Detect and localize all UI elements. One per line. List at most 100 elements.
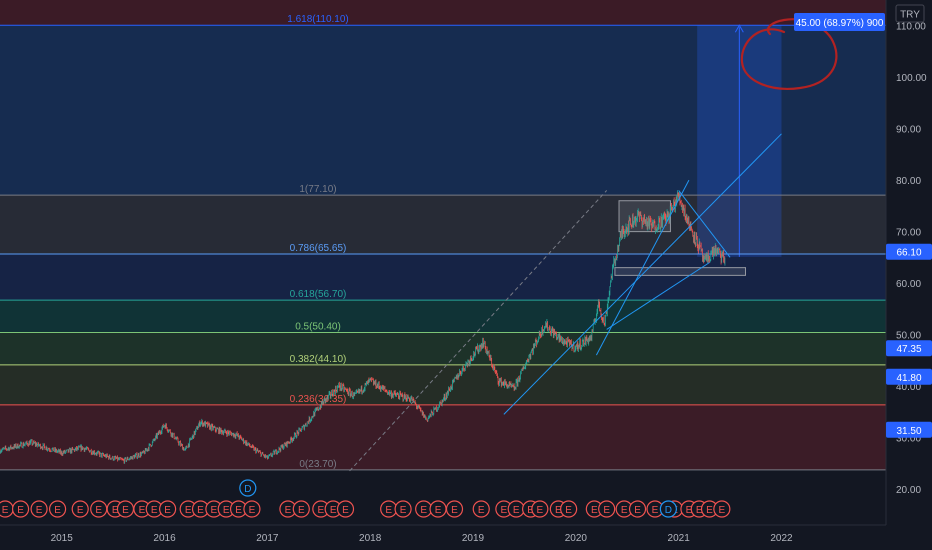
price-tag-label: 47.35: [896, 344, 921, 355]
currency-badge[interactable]: TRY: [895, 4, 925, 23]
currency-badge-box: [895, 4, 925, 23]
earnings-marker-label: E: [451, 505, 458, 516]
fib-zone: [0, 364, 886, 405]
earnings-marker[interactable]: [11, 500, 30, 518]
price-tag-label: 66.10: [896, 248, 921, 259]
measure-label-text: 45.00 (68.97%) 900: [796, 18, 884, 29]
earnings-marker-label: E: [634, 505, 641, 516]
price-tag-label: 31.50: [896, 426, 921, 437]
price-tick: 60.00: [896, 279, 921, 290]
hand-drawn-circle[interactable]: [740, 18, 838, 90]
earnings-marker-label: E: [330, 505, 337, 516]
earnings-marker-label: E: [249, 505, 256, 516]
time-tick: 2019: [462, 533, 485, 544]
price-axis-bg: [886, 0, 932, 550]
fib-lines[interactable]: [0, 24, 886, 471]
earnings-marker-label: E: [235, 505, 242, 516]
price-tag: [886, 368, 932, 385]
rectangle-drawing: [614, 267, 747, 276]
price-tag-label: 41.80: [896, 373, 921, 384]
earnings-marker-label: E: [317, 505, 324, 516]
dividend-marker-label: D: [244, 484, 251, 495]
dashed-trendline: [349, 190, 608, 472]
price-tag: [886, 421, 932, 438]
price-tick: 20.00: [896, 485, 921, 496]
price-tags: 66.10 47.35 41.80 31.50: [886, 243, 932, 438]
price-tag: [886, 340, 932, 357]
candles: [0, 190, 726, 464]
price-tick: 80.00: [896, 176, 921, 187]
fib-label: 0.382(44.10): [290, 354, 347, 365]
price-axis[interactable]: 20.00 30.00 40.00 50.00 60.00 70.00 80.00 90.00…: [885, 0, 932, 550]
earnings-marker-label: E: [478, 505, 485, 516]
earnings-marker[interactable]: [159, 500, 177, 518]
dividend-marker-label: D: [665, 505, 672, 516]
earnings-marker[interactable]: [48, 500, 67, 518]
earnings-marker[interactable]: [472, 500, 490, 518]
earnings-marker[interactable]: [628, 500, 647, 518]
price-tick: 30.00: [896, 434, 921, 445]
earnings-marker[interactable]: [336, 500, 355, 518]
earnings-marker[interactable]: [394, 500, 412, 518]
measure-tool[interactable]: [697, 24, 782, 257]
fib-zone: [0, 25, 886, 196]
earnings-marker-label: E: [185, 505, 192, 516]
time-axis[interactable]: 2015 2016 2017 2018 2019 2020 2021 2022: [0, 524, 932, 550]
dividend-marker[interactable]: [659, 500, 677, 518]
earnings-marker-label: E: [95, 505, 102, 516]
earnings-marker[interactable]: [713, 500, 731, 518]
time-axis-bg: [0, 525, 932, 550]
earnings-marker[interactable]: [243, 500, 261, 518]
earnings-marker-label: E: [197, 505, 204, 516]
earnings-marker-label: E: [706, 505, 713, 516]
earnings-marker-label: E: [565, 505, 572, 516]
fib-zone: [0, 254, 886, 301]
earnings-marker-label: E: [342, 505, 349, 516]
earnings-marker-label: E: [420, 505, 427, 516]
fib-zone: [0, 332, 886, 365]
earnings-marker-label: E: [686, 505, 693, 516]
fib-label: 0.618(56.70): [290, 289, 347, 300]
earnings-marker-label: E: [17, 505, 24, 516]
earnings-marker-label: E: [527, 505, 534, 516]
price-tick: 40.00: [896, 382, 921, 393]
measure-label: 45.00 (68.97%) 900: [794, 13, 885, 31]
time-tick: 2018: [359, 533, 382, 544]
earnings-marker-label: E: [54, 505, 61, 516]
earnings-marker[interactable]: [531, 500, 549, 518]
earnings-marker-label: E: [139, 505, 146, 516]
earnings-marker[interactable]: [445, 500, 464, 518]
time-tick: 2016: [153, 533, 176, 544]
fib-zone: [0, 404, 886, 470]
trendline: [678, 190, 731, 258]
earnings-marker[interactable]: [30, 500, 48, 518]
price-tick: 110.00: [896, 22, 926, 33]
earnings-marker-label: E: [652, 505, 659, 516]
earnings-marker[interactable]: [598, 500, 616, 518]
price-tick: 50.00: [896, 331, 921, 342]
dividend-marker[interactable]: [239, 479, 257, 497]
trendlines[interactable]: [349, 133, 782, 472]
time-tick: 2022: [770, 533, 793, 544]
earnings-marker[interactable]: [560, 500, 578, 518]
fib-label: 0.236(36.35): [290, 394, 347, 405]
price-tag: [886, 243, 932, 260]
earnings-marker-label: E: [112, 505, 119, 516]
fib-label: 1(77.10): [299, 184, 336, 195]
fib-labels: 0(23.70) 0.236(36.35) 0.382(44.10) 0.5(50.4…: [287, 14, 349, 470]
earnings-marker[interactable]: [292, 500, 310, 518]
price-tick: 70.00: [896, 228, 921, 239]
earnings-marker-label: E: [211, 505, 218, 516]
earnings-marker-label: E: [719, 505, 726, 516]
earnings-marker-label: E: [164, 505, 171, 516]
measure-label-box: [794, 13, 885, 31]
earnings-marker-label: E: [555, 505, 562, 516]
fib-label: 1.618(110.10): [287, 14, 349, 25]
earnings-marker-label: E: [77, 505, 84, 516]
currency-label: TRY: [900, 10, 920, 21]
earnings-marker[interactable]: [71, 500, 89, 518]
time-tick: 2021: [668, 533, 691, 544]
